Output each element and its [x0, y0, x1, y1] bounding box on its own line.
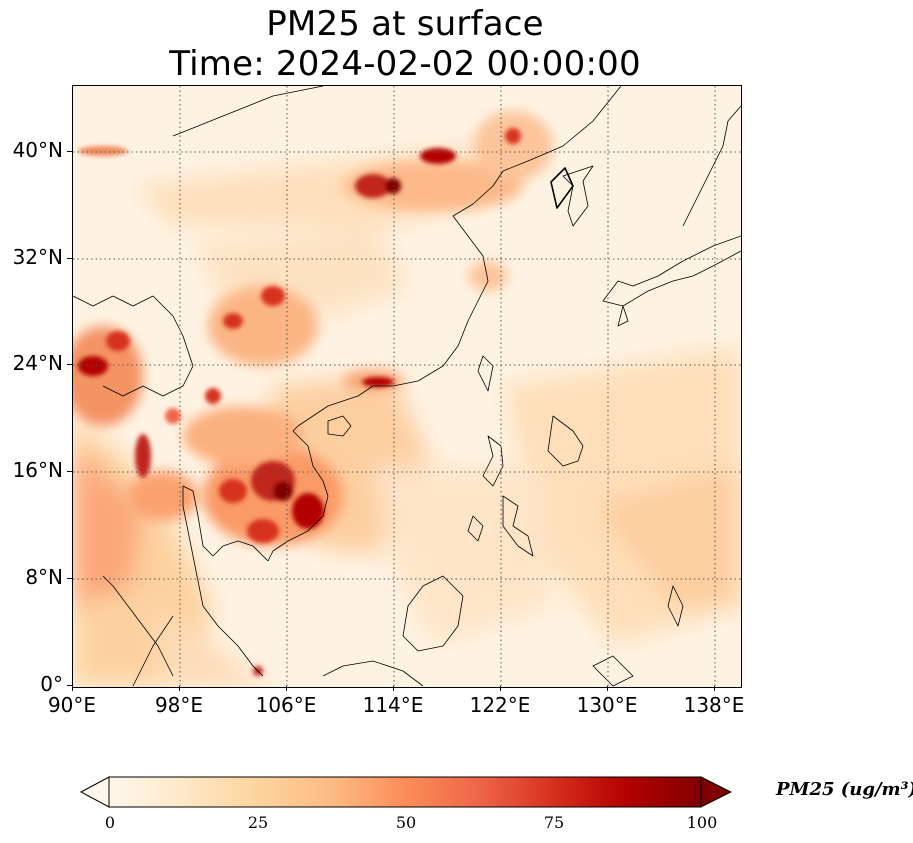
coastlines	[73, 86, 741, 687]
x-tick-mark	[714, 686, 715, 691]
map-title: PM25 at surface	[266, 4, 544, 44]
colorbar-tick-label: 0	[104, 813, 116, 832]
x-tick-mark	[607, 686, 608, 691]
x-tick-label: 90°E	[47, 693, 97, 717]
x-tick-mark	[179, 686, 180, 691]
colorbar-tick-label: 25	[247, 813, 269, 832]
colorbar-max-extend	[700, 776, 732, 808]
map-timestamp: Time: 2024-02-02 00:00:00	[169, 44, 641, 84]
y-tick-label: 16°N	[12, 458, 63, 482]
x-tick-label: 98°E	[154, 693, 204, 717]
x-tick-mark	[72, 686, 73, 691]
map-plot-area	[72, 85, 742, 688]
y-tick-label: 8°N	[25, 565, 63, 589]
x-tick-mark	[500, 686, 501, 691]
y-tick-mark	[67, 578, 72, 579]
y-tick-label: 0°	[40, 672, 63, 696]
x-tick-mark	[286, 686, 287, 691]
y-tick-mark	[67, 471, 72, 472]
colorbar-tick-label: 100	[686, 813, 718, 832]
colorbar	[80, 776, 732, 808]
colorbar-tick-label: 75	[543, 813, 565, 832]
y-tick-mark	[67, 685, 72, 686]
colorbar-min-extend	[80, 776, 110, 808]
gridlines	[73, 86, 741, 687]
x-tick-mark	[393, 686, 394, 691]
x-tick-label: 122°E	[469, 693, 531, 717]
x-tick-label: 138°E	[683, 693, 745, 717]
y-tick-label: 40°N	[12, 138, 63, 162]
x-tick-label: 130°E	[576, 693, 638, 717]
pm25-map	[73, 86, 741, 687]
y-tick-mark	[67, 364, 72, 365]
pm25-concentration-layer	[73, 86, 741, 687]
y-tick-mark	[67, 258, 72, 259]
colorbar-gradient	[108, 776, 702, 808]
y-tick-label: 32°N	[12, 245, 63, 269]
y-tick-mark	[67, 151, 72, 152]
x-tick-label: 106°E	[255, 693, 317, 717]
x-tick-label: 114°E	[362, 693, 424, 717]
colorbar-unit-label: PM25 (ug/m³)	[776, 779, 913, 800]
colorbar-tick-label: 50	[395, 813, 417, 832]
y-tick-label: 24°N	[12, 351, 63, 375]
